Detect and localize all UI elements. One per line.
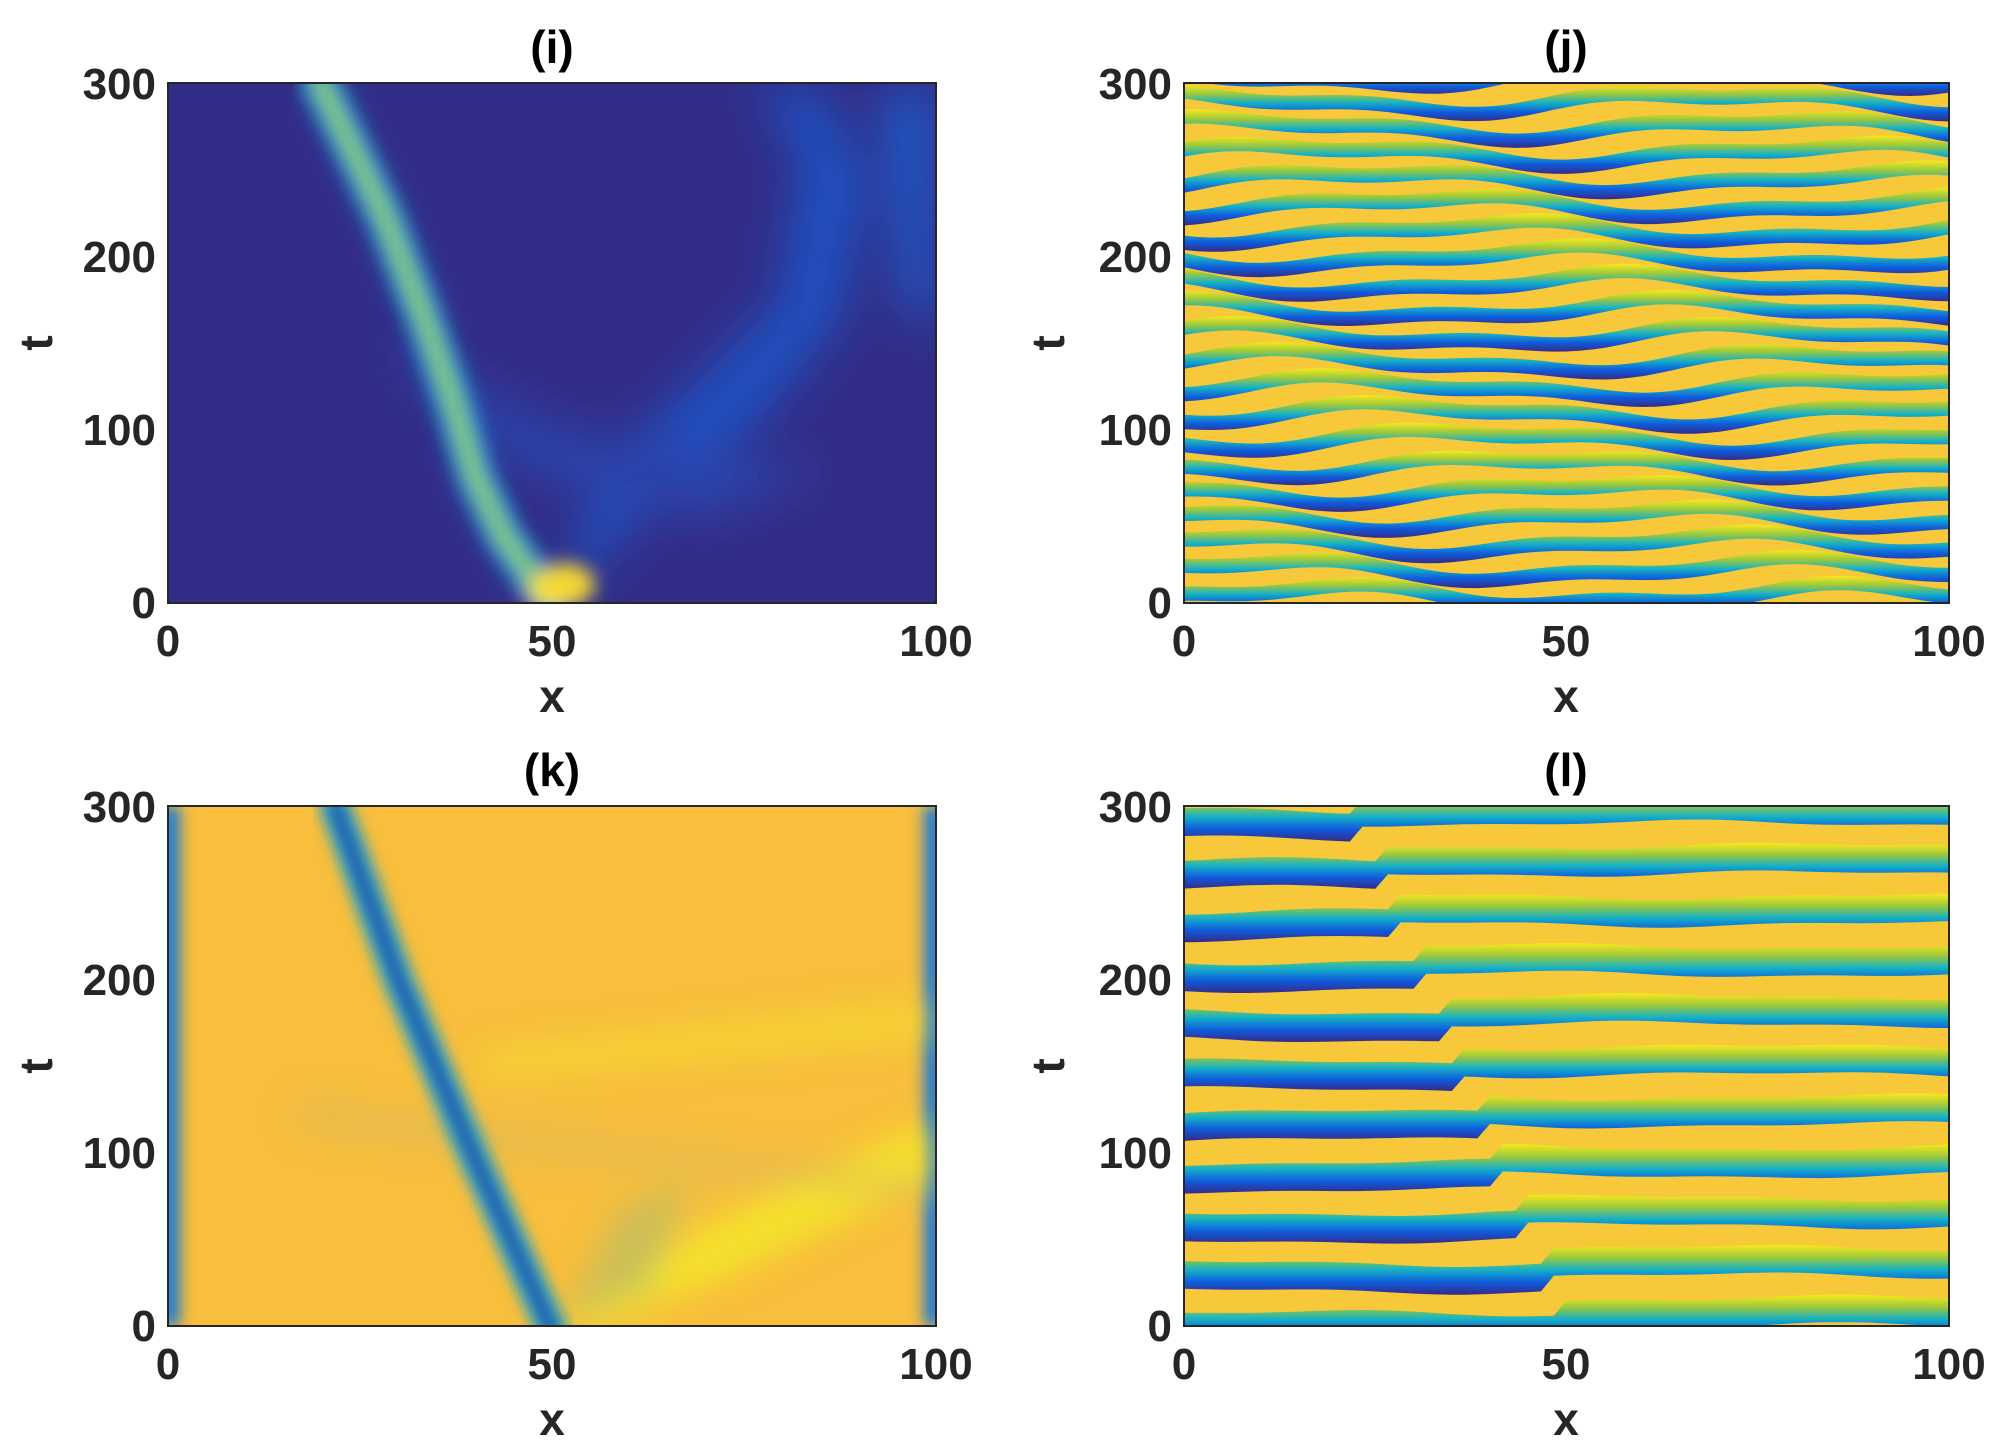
phase-stripe <box>1184 1093 1949 1141</box>
panel-k-title: (k) <box>524 744 580 796</box>
panel-j-xtick-0: 0 <box>1172 617 1196 666</box>
phase-stripe <box>1184 943 1949 993</box>
phase-stripe <box>1184 1143 1949 1194</box>
phase-stripe <box>1184 499 1949 538</box>
panel-k-xtick-0: 0 <box>156 1340 180 1389</box>
phase-stripe <box>1184 1294 1949 1326</box>
panel-k-ytick-0: 0 <box>132 1302 156 1351</box>
phase-stripe <box>1184 135 1949 174</box>
phase-stripe <box>1184 422 1949 460</box>
panel-l-title: (l) <box>1544 744 1587 796</box>
panel-j-frame <box>1183 82 1950 604</box>
panel-l-ytick-300: 300 <box>1099 783 1172 832</box>
phase-stripe <box>1184 524 1949 564</box>
panel-j-ytick-200: 200 <box>1099 233 1172 282</box>
panel-l-heatmap <box>1184 806 1949 1326</box>
phase-stripe <box>1184 84 1949 122</box>
panel-i-ytick-100: 100 <box>83 406 156 455</box>
panel-i-frame <box>167 82 937 604</box>
phase-stripe <box>1184 368 1949 407</box>
phase-stripe <box>1184 450 1949 486</box>
phase-stripe <box>1184 289 1949 326</box>
panel-j-ytick-100: 100 <box>1099 406 1172 455</box>
panel-l-frame <box>1183 805 1950 1327</box>
panel-i-xtick-100: 100 <box>899 617 972 666</box>
panel-k-yticks: 0 100 200 300 <box>83 783 156 1351</box>
panel-j-phase-stripes <box>1184 83 1949 603</box>
phase-stripe <box>1204 83 1949 96</box>
panel-l-xtick-50: 50 <box>1542 1340 1591 1389</box>
phase-stripe <box>1184 213 1949 252</box>
panel-j-yticks: 0 100 200 300 <box>1099 60 1172 628</box>
phase-stripe <box>1184 1244 1949 1295</box>
panel-l-ylabel: t <box>1022 1058 1074 1073</box>
panel-l-phase-stripes <box>1184 806 1949 1326</box>
phase-stripe <box>1184 575 1949 603</box>
panel-j-xtick-50: 50 <box>1542 617 1591 666</box>
panel-i-heatmap <box>168 83 936 603</box>
panel-l: (l) 0 50 100 0 100 200 300 x t <box>1022 744 1986 1445</box>
panel-k-frame <box>167 805 937 1327</box>
phase-stripe <box>1184 1044 1949 1091</box>
panel-j-title: (j) <box>1544 21 1587 73</box>
phase-stripe <box>1184 316 1949 352</box>
phase-stripe <box>1184 475 1949 512</box>
panel-k: (k) 0 50 100 <box>10 744 973 1445</box>
panel-k-ytick-300: 300 <box>83 783 156 832</box>
panel-i-xtick-0: 0 <box>156 617 180 666</box>
panel-k-xtick-100: 100 <box>899 1340 972 1389</box>
panel-i-ytick-300: 300 <box>83 60 156 109</box>
phase-stripe <box>1184 395 1949 434</box>
panel-k-ytick-200: 200 <box>83 956 156 1005</box>
panel-l-xlabel: x <box>1553 1393 1579 1445</box>
phase-stripe <box>1184 186 1949 226</box>
phase-stripe <box>1184 993 1949 1042</box>
panel-k-xticks: 0 50 100 <box>156 1340 973 1389</box>
phase-stripe <box>1184 549 1949 589</box>
panel-j-ylabel: t <box>1022 335 1074 350</box>
phase-stripe <box>1184 893 1949 943</box>
panel-k-ytick-100: 100 <box>83 1129 156 1178</box>
panel-l-xticks: 0 50 100 <box>1172 1340 1986 1389</box>
panel-l-ytick-100: 100 <box>1099 1129 1172 1178</box>
panel-i-xlabel: x <box>539 670 565 722</box>
panel-j-ytick-0: 0 <box>1148 579 1172 628</box>
panel-l-yticks: 0 100 200 300 <box>1099 783 1172 1351</box>
phase-stripe <box>1184 806 1949 842</box>
panel-l-ytick-200: 200 <box>1099 956 1172 1005</box>
panel-l-ytick-0: 0 <box>1148 1302 1172 1351</box>
panel-i-xtick-50: 50 <box>528 617 577 666</box>
phase-stripe <box>1184 1194 1949 1244</box>
panel-j-xtick-100: 100 <box>1912 617 1985 666</box>
panel-j-ytick-300: 300 <box>1099 60 1172 109</box>
panel-i: (i) 0 50 100 0 100 200 <box>10 21 973 722</box>
panel-j-xticks: 0 50 100 <box>1172 617 1986 666</box>
panel-i-title: (i) <box>530 21 573 73</box>
panel-i-yticks: 0 100 200 300 <box>83 60 156 628</box>
panel-i-ytick-200: 200 <box>83 233 156 282</box>
phase-stripe <box>1184 842 1949 889</box>
phase-stripe <box>1184 109 1949 148</box>
phase-stripe <box>1184 238 1949 278</box>
phase-stripe <box>1184 160 1949 200</box>
panel-i-ytick-0: 0 <box>132 579 156 628</box>
phase-stripe <box>1184 341 1949 380</box>
panel-i-xticks: 0 50 100 <box>156 617 973 666</box>
panel-j-heatmap <box>1184 83 1949 603</box>
panel-k-heatmap <box>168 806 936 1326</box>
panel-j-xlabel: x <box>1553 670 1579 722</box>
panel-k-ylabel: t <box>10 1058 62 1073</box>
panel-l-xtick-100: 100 <box>1912 1340 1985 1389</box>
panel-k-xtick-50: 50 <box>528 1340 577 1389</box>
panel-j: (j) 0 50 100 0 100 200 300 x t <box>1022 21 1986 722</box>
panel-l-xtick-0: 0 <box>1172 1340 1196 1389</box>
panel-k-xlabel: x <box>539 1393 565 1445</box>
panel-i-ylabel: t <box>10 335 62 350</box>
phase-stripe <box>1184 263 1949 302</box>
